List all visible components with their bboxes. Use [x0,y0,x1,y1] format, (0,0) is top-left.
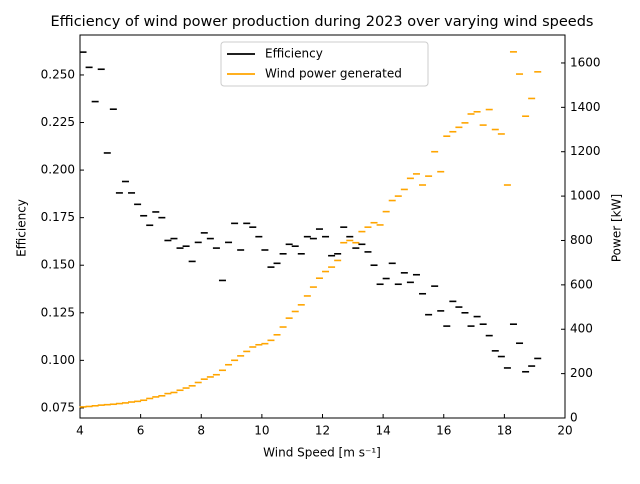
y-tick-label: 0.250 [41,67,75,81]
y-tick-label: 0.175 [41,210,75,224]
x-tick-label: 14 [375,424,390,438]
x-tick-label: 10 [254,424,269,438]
y-tick-label: 0.150 [41,258,75,272]
x-tick-label: 20 [557,424,572,438]
x-tick-label: 12 [315,424,330,438]
y-tick-label: 0.100 [41,353,75,367]
legend-label: Efficiency [265,47,323,61]
y2-tick-label: 400 [570,322,593,336]
y2-tick-label: 600 [570,277,593,291]
y2-tick-label: 0 [570,411,578,425]
x-tick-label: 8 [197,424,205,438]
y2-tick-label: 1000 [570,189,601,203]
y-tick-label: 0.200 [41,163,75,177]
y2-tick-label: 1600 [570,55,601,69]
y2-tick-label: 1200 [570,144,601,158]
y-tick-label: 0.225 [41,115,75,129]
y2-tick-label: 1400 [570,100,601,114]
chart-title: Efficiency of wind power production duri… [51,14,594,30]
y-tick-label: 0.125 [41,305,75,319]
y2-tick-label: 200 [570,366,593,380]
y-axis-label: Efficiency [15,199,29,257]
x-tick-label: 4 [76,424,84,438]
y2-axis-label: Power [kW] [610,194,624,262]
x-tick-label: 18 [497,424,512,438]
legend-box [220,41,429,87]
legend-label: Wind power generated [265,67,402,81]
y-tick-label: 0.075 [41,400,75,414]
x-tick-label: 16 [436,424,451,438]
x-axis-label: Wind Speed [m s⁻¹] [263,446,381,460]
plot-frame [79,34,566,419]
x-tick-label: 6 [137,424,145,438]
y2-tick-label: 800 [570,233,593,247]
